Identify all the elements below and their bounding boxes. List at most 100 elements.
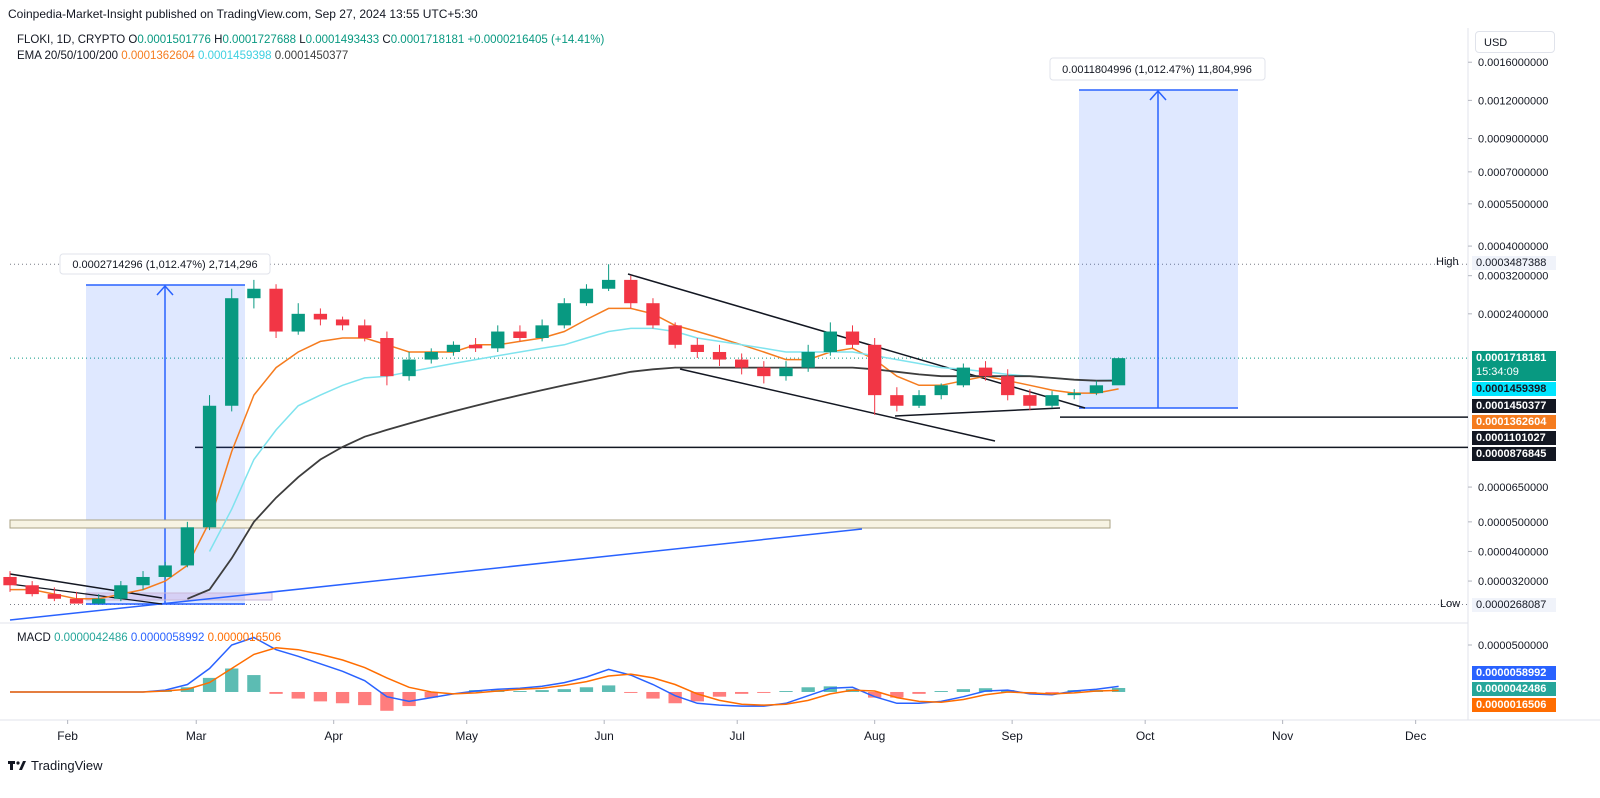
histogram-bar: [624, 691, 638, 693]
candle-body: [69, 598, 84, 604]
logo-part: [16, 761, 20, 765]
trend-line: [894, 407, 1061, 417]
ohlc-value: 0.0001501776: [137, 34, 211, 46]
macd-legend: MACD 0.0000042486 0.0000058992 0.0000016…: [17, 632, 281, 644]
zone-rect: [9, 519, 1111, 529]
candle-body: [757, 367, 771, 377]
histogram-bar: [535, 690, 549, 692]
candle-body: [402, 359, 416, 377]
candle-body: [491, 331, 505, 349]
ohlc-prefix: C: [382, 34, 391, 46]
histogram-bar: [757, 691, 771, 693]
macd-price-box: 0.0000042486: [1472, 682, 1556, 696]
y-tick-label: 0.0004000000: [1478, 241, 1548, 253]
y-tick-label: 0.0005500000: [1478, 199, 1548, 211]
candle-body: [624, 279, 638, 304]
symbol-legend: FLOKI, 1D, CRYPTO O0.0001501776 H0.00017…: [17, 34, 604, 46]
histogram-bar: [601, 685, 616, 692]
histogram-bar: [735, 691, 749, 694]
candle-body: [690, 344, 704, 352]
candle-body: [446, 344, 461, 352]
histogram-bar: [380, 691, 394, 711]
histogram-bar: [1001, 690, 1015, 692]
y-tick-label: 0.0007000000: [1478, 167, 1548, 179]
histogram-bar: [513, 691, 527, 692]
macd-value: 0.0000058992: [130, 632, 205, 644]
arrow-head: [1149, 89, 1167, 101]
candle-body: [158, 565, 172, 577]
annotation-box: [1049, 57, 1266, 81]
y-tick-label: 0.0016000000: [1478, 57, 1548, 69]
annotation: 0.0011804996 (1,012.47%) 11,804,996: [1062, 64, 1252, 76]
ema-value: 0.0001362604: [121, 50, 195, 62]
ohlc-prefix: H: [214, 34, 223, 46]
histogram-bar: [823, 686, 837, 692]
histogram-bar: [779, 691, 793, 692]
histogram-bar: [868, 691, 882, 698]
candle-body: [1001, 376, 1015, 396]
ema-legend: EMA 20/50/100/200 0.0001362604 0.0001459…: [17, 50, 348, 62]
candle-body: [668, 325, 682, 345]
x-tick-label: Jun: [595, 729, 614, 743]
candle-body: [424, 351, 438, 360]
ema-value: 0.0001450377: [274, 50, 349, 62]
candle-body: [513, 331, 527, 339]
candle-body: [823, 331, 837, 352]
x-tick-label: Jul: [730, 729, 745, 743]
y-tick-label: 0.0003200000: [1478, 271, 1548, 283]
candle-body: [978, 367, 993, 377]
y-tick-label: 0.0000400000: [1478, 546, 1548, 558]
candle-body: [735, 359, 749, 368]
candle-body: [912, 395, 926, 406]
zone-rect: [85, 592, 273, 601]
candle-body: [557, 303, 571, 326]
histogram-bar: [247, 675, 261, 692]
indicator-line: [208, 327, 1119, 552]
x-tick-label: Sep: [1001, 729, 1023, 743]
candle-body: [934, 385, 948, 396]
x-tick-label: Aug: [864, 729, 885, 743]
histogram-bar: [579, 687, 594, 692]
y-tick-label: 0.0000500000: [1478, 640, 1548, 652]
x-tick-label: Feb: [57, 729, 78, 743]
indicator-line: [10, 307, 1119, 600]
histogram-bar: [202, 677, 217, 692]
y-tick-label: 0.0002400000: [1478, 309, 1548, 321]
currency-button[interactable]: USD: [1475, 31, 1555, 53]
drawings: 0.0002714296 (1,012.47%) 2,714,296 0.001…: [9, 57, 1266, 621]
candle-body: [114, 585, 128, 599]
histogram-bar: [358, 691, 372, 706]
annotation-box: [59, 253, 271, 275]
y-tick-label: 0.0009000000: [1478, 134, 1548, 146]
histogram-bar: [978, 688, 993, 692]
histogram-bar: [269, 691, 283, 694]
published-line: Coinpedia-Market-Insight published on Tr…: [8, 7, 478, 21]
high-value: 0.0003487388: [1472, 256, 1556, 270]
candle-body: [247, 288, 261, 299]
last-price-box: 0.0001718181 15:34:09: [1472, 351, 1556, 381]
countdown: 15:34:09: [1476, 366, 1519, 378]
candle-body: [380, 338, 394, 377]
x-tick-label: Apr: [324, 729, 343, 743]
candle-body: [47, 594, 61, 599]
last-price: 0.0001718181: [1476, 352, 1547, 364]
candle-body: [712, 351, 727, 360]
histogram-bar: [402, 691, 416, 707]
candle-body: [291, 313, 305, 332]
candle-body: [535, 325, 549, 339]
histogram-bar: [890, 691, 904, 698]
x-tick-label: May: [455, 729, 478, 743]
histogram-bar: [335, 691, 350, 704]
histogram-bar: [1045, 691, 1059, 693]
candle-body: [1067, 393, 1081, 396]
y-tick-label: 0.0000650000: [1478, 482, 1548, 494]
indicator-name: EMA 20/50/100/200: [17, 50, 119, 62]
histogram-bar: [424, 691, 438, 698]
high-label: High: [1436, 256, 1459, 268]
candle-body: [646, 303, 660, 326]
histogram-bar: [668, 691, 682, 704]
symbol: FLOKI, 1D, CRYPTO: [17, 34, 126, 46]
candle-body: [890, 395, 904, 406]
